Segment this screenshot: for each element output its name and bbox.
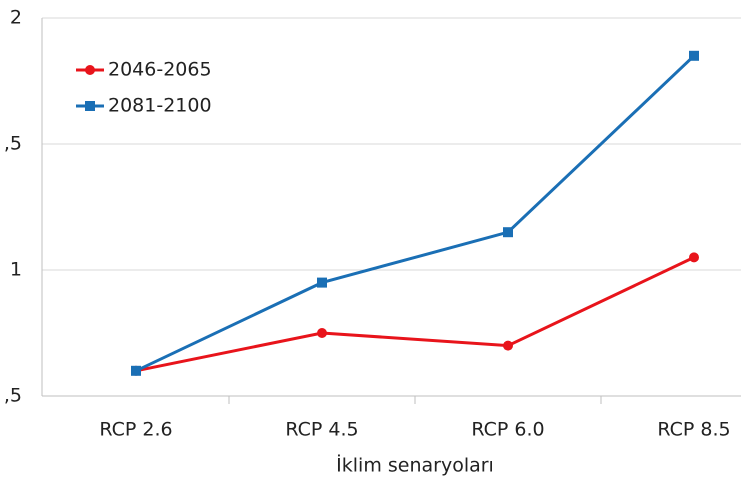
x-tick-label: RCP 4.5 xyxy=(285,419,358,441)
y-tick-label: 2 xyxy=(10,7,22,29)
legend-label: 2046-2065 xyxy=(108,59,212,81)
legend-marker xyxy=(85,101,95,111)
y-tick-label: ,5 xyxy=(4,133,22,155)
y-tick-label: ,5 xyxy=(4,385,22,407)
y-tick-label: 1 xyxy=(10,259,22,281)
legend-label: 2081-2100 xyxy=(108,95,212,117)
data-point xyxy=(503,227,513,238)
data-point xyxy=(503,340,513,351)
series-line xyxy=(135,54,696,373)
data-point xyxy=(689,50,699,61)
data-point xyxy=(689,252,699,263)
x-tick-label: RCP 2.6 xyxy=(99,419,172,441)
data-point xyxy=(131,365,141,376)
data-point xyxy=(317,328,327,338)
series-line xyxy=(135,256,695,373)
legend-marker xyxy=(85,65,95,75)
x-tick-label: RCP 8.5 xyxy=(657,419,730,441)
data-point xyxy=(317,277,327,288)
x-tick-label: RCP 6.0 xyxy=(471,419,544,441)
x-axis-label: İklim senaryoları xyxy=(336,454,494,477)
